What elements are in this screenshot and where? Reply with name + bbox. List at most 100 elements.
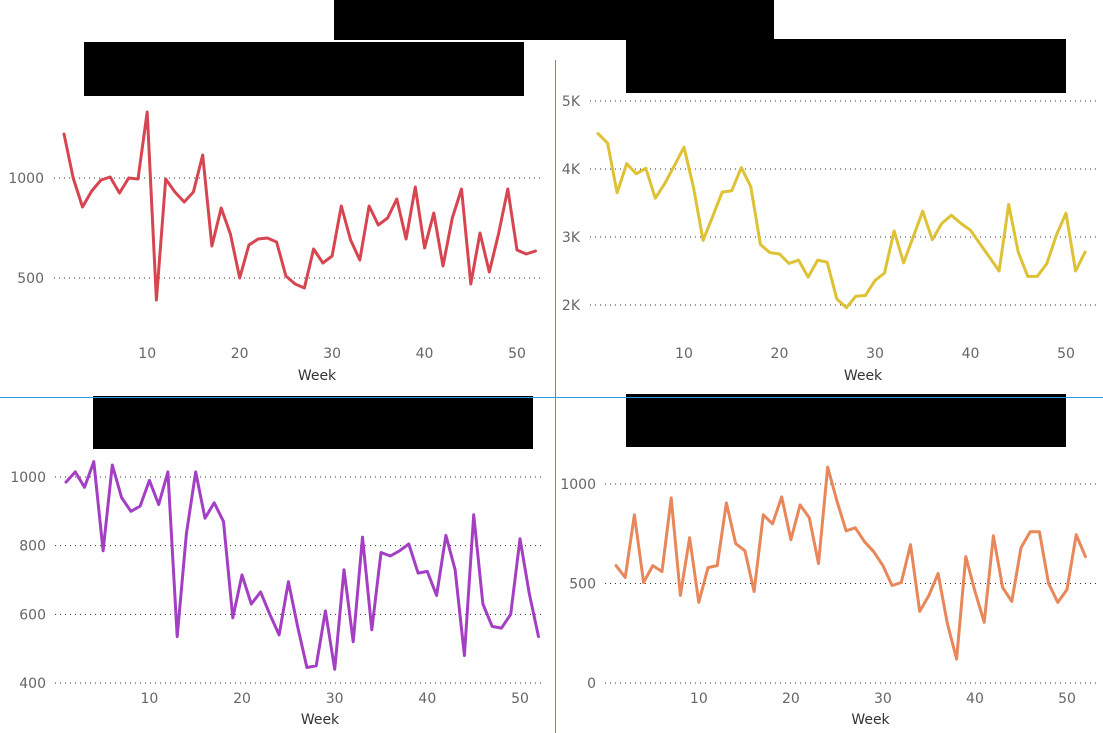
data-point bbox=[352, 641, 354, 643]
data-point bbox=[912, 236, 914, 238]
data-point bbox=[702, 239, 704, 241]
data-point bbox=[744, 549, 746, 551]
y-tick-label: 5K bbox=[562, 94, 581, 110]
chart-panel-4: 0 500 1000 10 20 30 40 50 Week bbox=[560, 465, 1096, 728]
x-tick-label: 20 bbox=[233, 691, 251, 707]
data-point bbox=[790, 539, 792, 541]
data-point bbox=[534, 250, 536, 252]
chart-panel-3: 400 800 600 1000 10 20 30 40 50 Week bbox=[10, 460, 545, 728]
y-tick-label: 2K bbox=[562, 298, 581, 314]
data-point bbox=[433, 212, 435, 214]
data-point bbox=[1011, 600, 1013, 602]
data-point bbox=[497, 233, 499, 235]
data-point bbox=[435, 594, 437, 596]
y-tick-label: 600 bbox=[19, 607, 46, 623]
data-point bbox=[633, 514, 635, 516]
data-point bbox=[625, 162, 627, 164]
data-point bbox=[510, 613, 512, 615]
data-point bbox=[799, 504, 801, 506]
data-point bbox=[278, 634, 280, 636]
data-point bbox=[482, 603, 484, 605]
data-point bbox=[454, 569, 456, 571]
data-point bbox=[398, 550, 400, 552]
data-point bbox=[414, 186, 416, 188]
data-point bbox=[1074, 270, 1076, 272]
y-tick-label: 500 bbox=[17, 271, 44, 287]
redacted-title-bottom-right bbox=[626, 394, 1066, 447]
data-point bbox=[148, 479, 150, 481]
data-point bbox=[266, 237, 268, 239]
data-point bbox=[988, 256, 990, 258]
data-point bbox=[174, 191, 176, 193]
data-point bbox=[1047, 582, 1049, 584]
data-point bbox=[241, 574, 243, 576]
data-point bbox=[826, 261, 828, 263]
data-point bbox=[479, 232, 481, 234]
data-point bbox=[716, 564, 718, 566]
x-axis-title: Week bbox=[301, 712, 340, 728]
data-point bbox=[673, 164, 675, 166]
data-point bbox=[220, 207, 222, 209]
data-point bbox=[1029, 531, 1031, 533]
data-point bbox=[1075, 534, 1077, 536]
x-axis-title: Week bbox=[851, 712, 890, 728]
data-point bbox=[909, 543, 911, 545]
x-tick-label: 20 bbox=[782, 691, 800, 707]
data-point bbox=[1055, 234, 1057, 236]
data-point bbox=[377, 224, 379, 226]
data-point bbox=[111, 464, 113, 466]
data-point bbox=[83, 486, 85, 488]
data-point bbox=[296, 625, 298, 627]
data-point bbox=[500, 627, 502, 629]
x-tick-label: 10 bbox=[138, 346, 156, 362]
data-point bbox=[120, 496, 122, 498]
data-point bbox=[771, 523, 773, 525]
data-point bbox=[368, 205, 370, 207]
data-point bbox=[941, 222, 943, 224]
data-point bbox=[734, 543, 736, 545]
data-point bbox=[445, 534, 447, 536]
data-point bbox=[946, 622, 948, 624]
data-point bbox=[950, 214, 952, 216]
data-point bbox=[974, 590, 976, 592]
data-point bbox=[883, 272, 885, 274]
data-point bbox=[349, 239, 351, 241]
redacted-title-top-right bbox=[626, 39, 1066, 93]
data-point bbox=[229, 233, 231, 235]
data-point bbox=[919, 610, 921, 612]
data-point bbox=[731, 190, 733, 192]
data-point bbox=[137, 178, 139, 180]
data-point bbox=[1084, 251, 1086, 253]
data-point bbox=[460, 188, 462, 190]
x-tick-label: 10 bbox=[690, 691, 708, 707]
data-point bbox=[762, 514, 764, 516]
data-point bbox=[201, 154, 203, 156]
data-point bbox=[185, 532, 187, 534]
data-point bbox=[615, 564, 617, 566]
x-tick-label: 30 bbox=[866, 346, 884, 362]
data-point bbox=[1027, 275, 1029, 277]
data-point bbox=[750, 185, 752, 187]
y-tick-label: 3K bbox=[562, 230, 581, 246]
x-tick-label: 30 bbox=[323, 346, 341, 362]
data-point bbox=[72, 177, 74, 179]
x-tick-label: 40 bbox=[966, 691, 984, 707]
data-point bbox=[167, 471, 169, 473]
data-point bbox=[488, 271, 490, 273]
data-point bbox=[1017, 251, 1019, 253]
data-point bbox=[661, 570, 663, 572]
data-point bbox=[109, 176, 111, 178]
data-point bbox=[955, 658, 957, 660]
data-point bbox=[817, 562, 819, 564]
data-point bbox=[386, 217, 388, 219]
data-point bbox=[645, 167, 647, 169]
data-point bbox=[275, 241, 277, 243]
data-point bbox=[816, 259, 818, 261]
data-point bbox=[983, 621, 985, 623]
data-point bbox=[331, 255, 333, 257]
y-tick-label: 1000 bbox=[10, 470, 46, 486]
data-point bbox=[164, 178, 166, 180]
data-point bbox=[893, 230, 895, 232]
data-point bbox=[725, 502, 727, 504]
